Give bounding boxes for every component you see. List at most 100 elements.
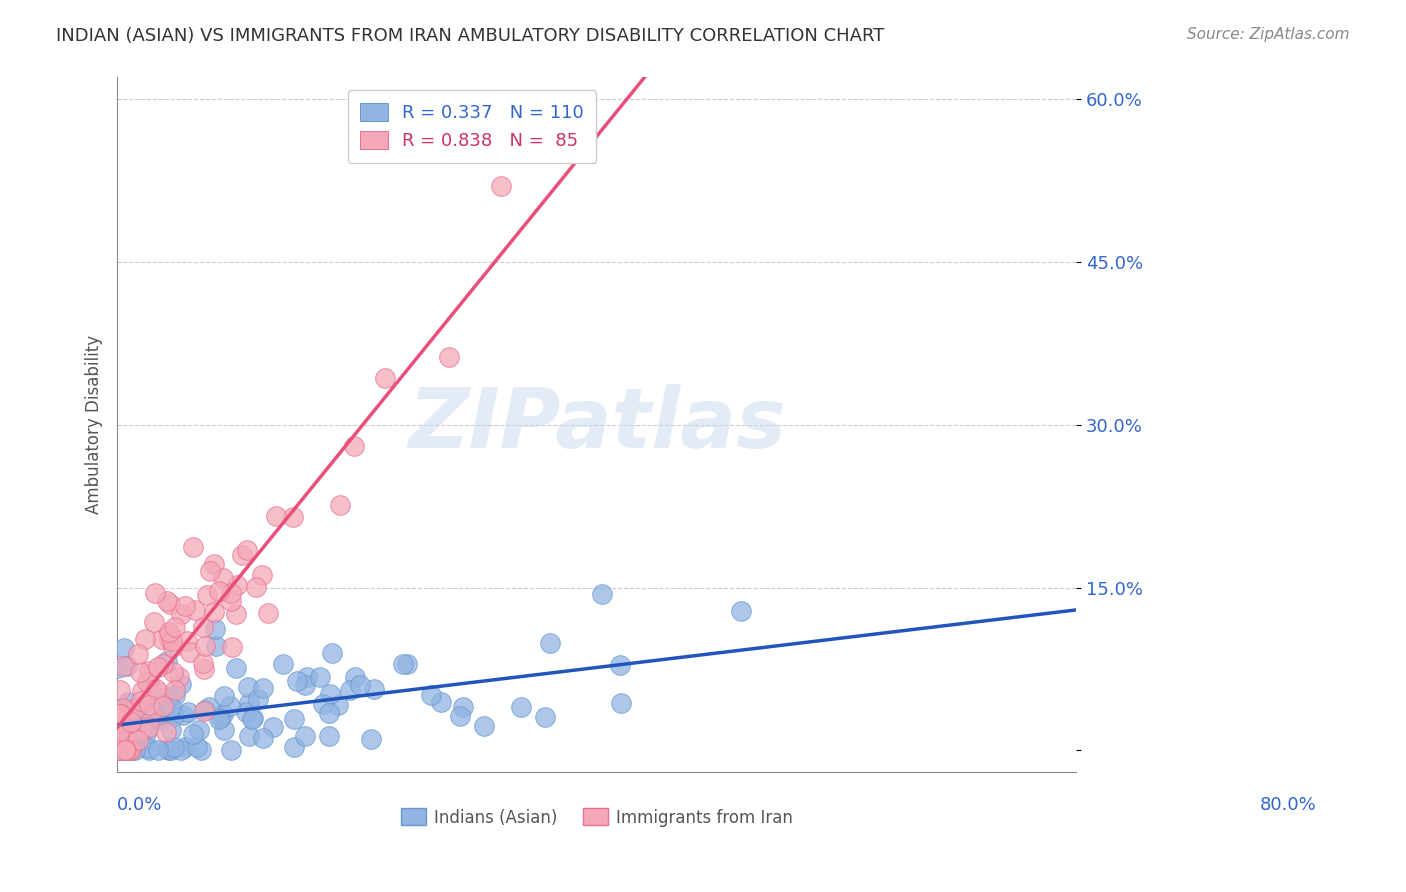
Immigrants from Iran [152, 698, 174, 713]
Indians (Asian) [186, 740, 208, 755]
Legend: Indians (Asian), Immigrants from Iran: Indians (Asian), Immigrants from Iran [394, 802, 800, 833]
Immigrants from Iran [115, 743, 138, 757]
Immigrants from Iran [191, 657, 214, 671]
Indians (Asian) [149, 714, 172, 728]
Indians (Asian) [143, 710, 166, 724]
Immigrants from Iran [374, 370, 396, 384]
Immigrants from Iran [202, 605, 225, 619]
Indians (Asian) [131, 702, 153, 716]
Immigrants from Iran [343, 439, 366, 453]
Indians (Asian) [283, 739, 305, 754]
Immigrants from Iran [134, 632, 156, 646]
Indians (Asian) [209, 710, 232, 724]
Indians (Asian) [312, 698, 335, 712]
Immigrants from Iran [118, 743, 141, 757]
Immigrants from Iran [252, 567, 274, 582]
Indians (Asian) [156, 742, 179, 756]
Immigrants from Iran [124, 702, 146, 716]
Immigrants from Iran [163, 620, 186, 634]
Indians (Asian) [238, 696, 260, 710]
Immigrants from Iran [108, 743, 131, 757]
Immigrants from Iran [110, 707, 132, 722]
Immigrants from Iran [138, 720, 160, 734]
Indians (Asian) [159, 690, 181, 704]
Immigrants from Iran [155, 725, 177, 739]
Immigrants from Iran [489, 178, 512, 193]
Immigrants from Iran [114, 743, 136, 757]
Indians (Asian) [115, 722, 138, 736]
Immigrants from Iran [112, 658, 135, 673]
Indians (Asian) [153, 699, 176, 714]
Immigrants from Iran [162, 665, 184, 679]
Indians (Asian) [294, 729, 316, 743]
Indians (Asian) [110, 743, 132, 757]
Immigrants from Iran [129, 694, 152, 708]
Immigrants from Iran [152, 657, 174, 672]
Indians (Asian) [534, 710, 557, 724]
Indians (Asian) [591, 587, 613, 601]
Indians (Asian) [107, 661, 129, 675]
Immigrants from Iran [107, 743, 129, 757]
Indians (Asian) [141, 709, 163, 723]
Indians (Asian) [172, 708, 194, 723]
Indians (Asian) [204, 622, 226, 636]
Indians (Asian) [138, 741, 160, 756]
Indians (Asian) [120, 713, 142, 727]
Indians (Asian) [283, 712, 305, 726]
Immigrants from Iran [138, 664, 160, 678]
Immigrants from Iran [179, 645, 201, 659]
Immigrants from Iran [120, 743, 142, 757]
Immigrants from Iran [108, 707, 131, 722]
Indians (Asian) [112, 743, 135, 757]
Indians (Asian) [177, 705, 200, 719]
Indians (Asian) [204, 639, 226, 653]
Indians (Asian) [449, 709, 471, 723]
Indians (Asian) [170, 676, 193, 690]
Indians (Asian) [138, 743, 160, 757]
Immigrants from Iran [165, 682, 187, 697]
Indians (Asian) [128, 706, 150, 720]
Indians (Asian) [509, 700, 531, 714]
Indians (Asian) [135, 726, 157, 740]
Indians (Asian) [173, 740, 195, 755]
Immigrants from Iran [208, 583, 231, 598]
Immigrants from Iran [117, 703, 139, 717]
Immigrants from Iran [236, 542, 259, 557]
Indians (Asian) [363, 682, 385, 697]
Immigrants from Iran [231, 548, 253, 562]
Immigrants from Iran [115, 734, 138, 748]
Immigrants from Iran [176, 634, 198, 648]
Indians (Asian) [121, 743, 143, 757]
Indians (Asian) [235, 705, 257, 719]
Indians (Asian) [451, 700, 474, 714]
Indians (Asian) [131, 736, 153, 750]
Immigrants from Iran [108, 683, 131, 698]
Indians (Asian) [135, 703, 157, 717]
Indians (Asian) [263, 720, 285, 734]
Immigrants from Iran [142, 615, 165, 629]
Immigrants from Iran [148, 686, 170, 700]
Immigrants from Iran [138, 698, 160, 713]
Immigrants from Iran [329, 498, 352, 512]
Immigrants from Iran [145, 681, 167, 696]
Indians (Asian) [198, 699, 221, 714]
Indians (Asian) [318, 729, 340, 743]
Immigrants from Iran [170, 607, 193, 621]
Indians (Asian) [160, 743, 183, 757]
Indians (Asian) [240, 712, 263, 726]
Indians (Asian) [609, 657, 631, 672]
Indians (Asian) [163, 688, 186, 702]
Indians (Asian) [114, 717, 136, 731]
Indians (Asian) [238, 680, 260, 694]
Indians (Asian) [319, 687, 342, 701]
Immigrants from Iran [160, 633, 183, 648]
Text: 80.0%: 80.0% [1260, 797, 1316, 814]
Indians (Asian) [122, 704, 145, 718]
Immigrants from Iran [143, 586, 166, 600]
Indians (Asian) [163, 739, 186, 754]
Indians (Asian) [219, 743, 242, 757]
Immigrants from Iran [157, 632, 180, 647]
Immigrants from Iran [112, 723, 135, 737]
Indians (Asian) [148, 743, 170, 757]
Immigrants from Iran [281, 509, 304, 524]
